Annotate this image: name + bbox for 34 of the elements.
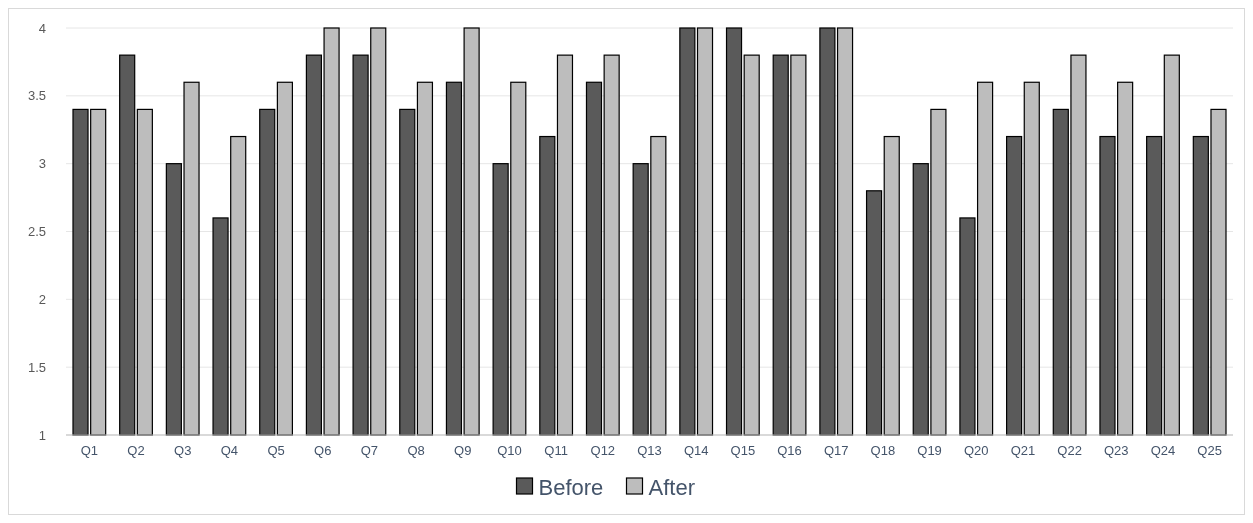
y-tick-label: 2 bbox=[38, 291, 46, 307]
y-tick-label: 3 bbox=[38, 156, 46, 172]
x-tick-label: Q9 bbox=[454, 443, 472, 458]
x-tick-label: Q13 bbox=[637, 443, 662, 458]
x-tick-label: Q11 bbox=[544, 443, 568, 458]
y-tick-label: 1 bbox=[38, 427, 46, 443]
x-tick-label: Q3 bbox=[174, 443, 192, 458]
x-tick-label: Q7 bbox=[360, 443, 379, 458]
x-tick-label: Q8 bbox=[407, 443, 425, 458]
y-tick-label: 1.5 bbox=[27, 359, 46, 375]
x-tick-label: Q25 bbox=[1197, 443, 1222, 458]
x-tick-label: Q16 bbox=[777, 443, 802, 458]
x-tick-label: Q5 bbox=[267, 443, 285, 458]
y-tick-label: 4 bbox=[38, 20, 46, 36]
x-tick-label: Q21 bbox=[1010, 443, 1036, 458]
x-tick-label: Q15 bbox=[730, 443, 756, 458]
x-tick-label: Q19 bbox=[917, 443, 942, 458]
x-tick-label: Q14 bbox=[683, 443, 709, 458]
x-tick-label: Q6 bbox=[314, 443, 332, 458]
legend-label: Before bbox=[538, 474, 604, 500]
x-tick-label: Q10 bbox=[497, 443, 522, 458]
x-tick-label: Q23 bbox=[1104, 443, 1129, 458]
y-tick-label: 3.5 bbox=[27, 88, 46, 104]
x-tick-label: Q1 bbox=[80, 443, 99, 458]
x-tick-label: Q12 bbox=[590, 443, 616, 458]
x-tick-label: Q4 bbox=[220, 443, 239, 458]
x-tick-label: Q18 bbox=[870, 443, 896, 458]
legend-label: After bbox=[648, 474, 695, 500]
x-tick-label: Q22 bbox=[1057, 443, 1082, 458]
x-tick-label: Q24 bbox=[1150, 443, 1176, 458]
x-tick-label: Q2 bbox=[127, 443, 145, 458]
x-tick-label: Q20 bbox=[963, 443, 989, 458]
y-tick-label: 2.5 bbox=[27, 224, 46, 240]
x-tick-label: Q17 bbox=[823, 443, 849, 458]
